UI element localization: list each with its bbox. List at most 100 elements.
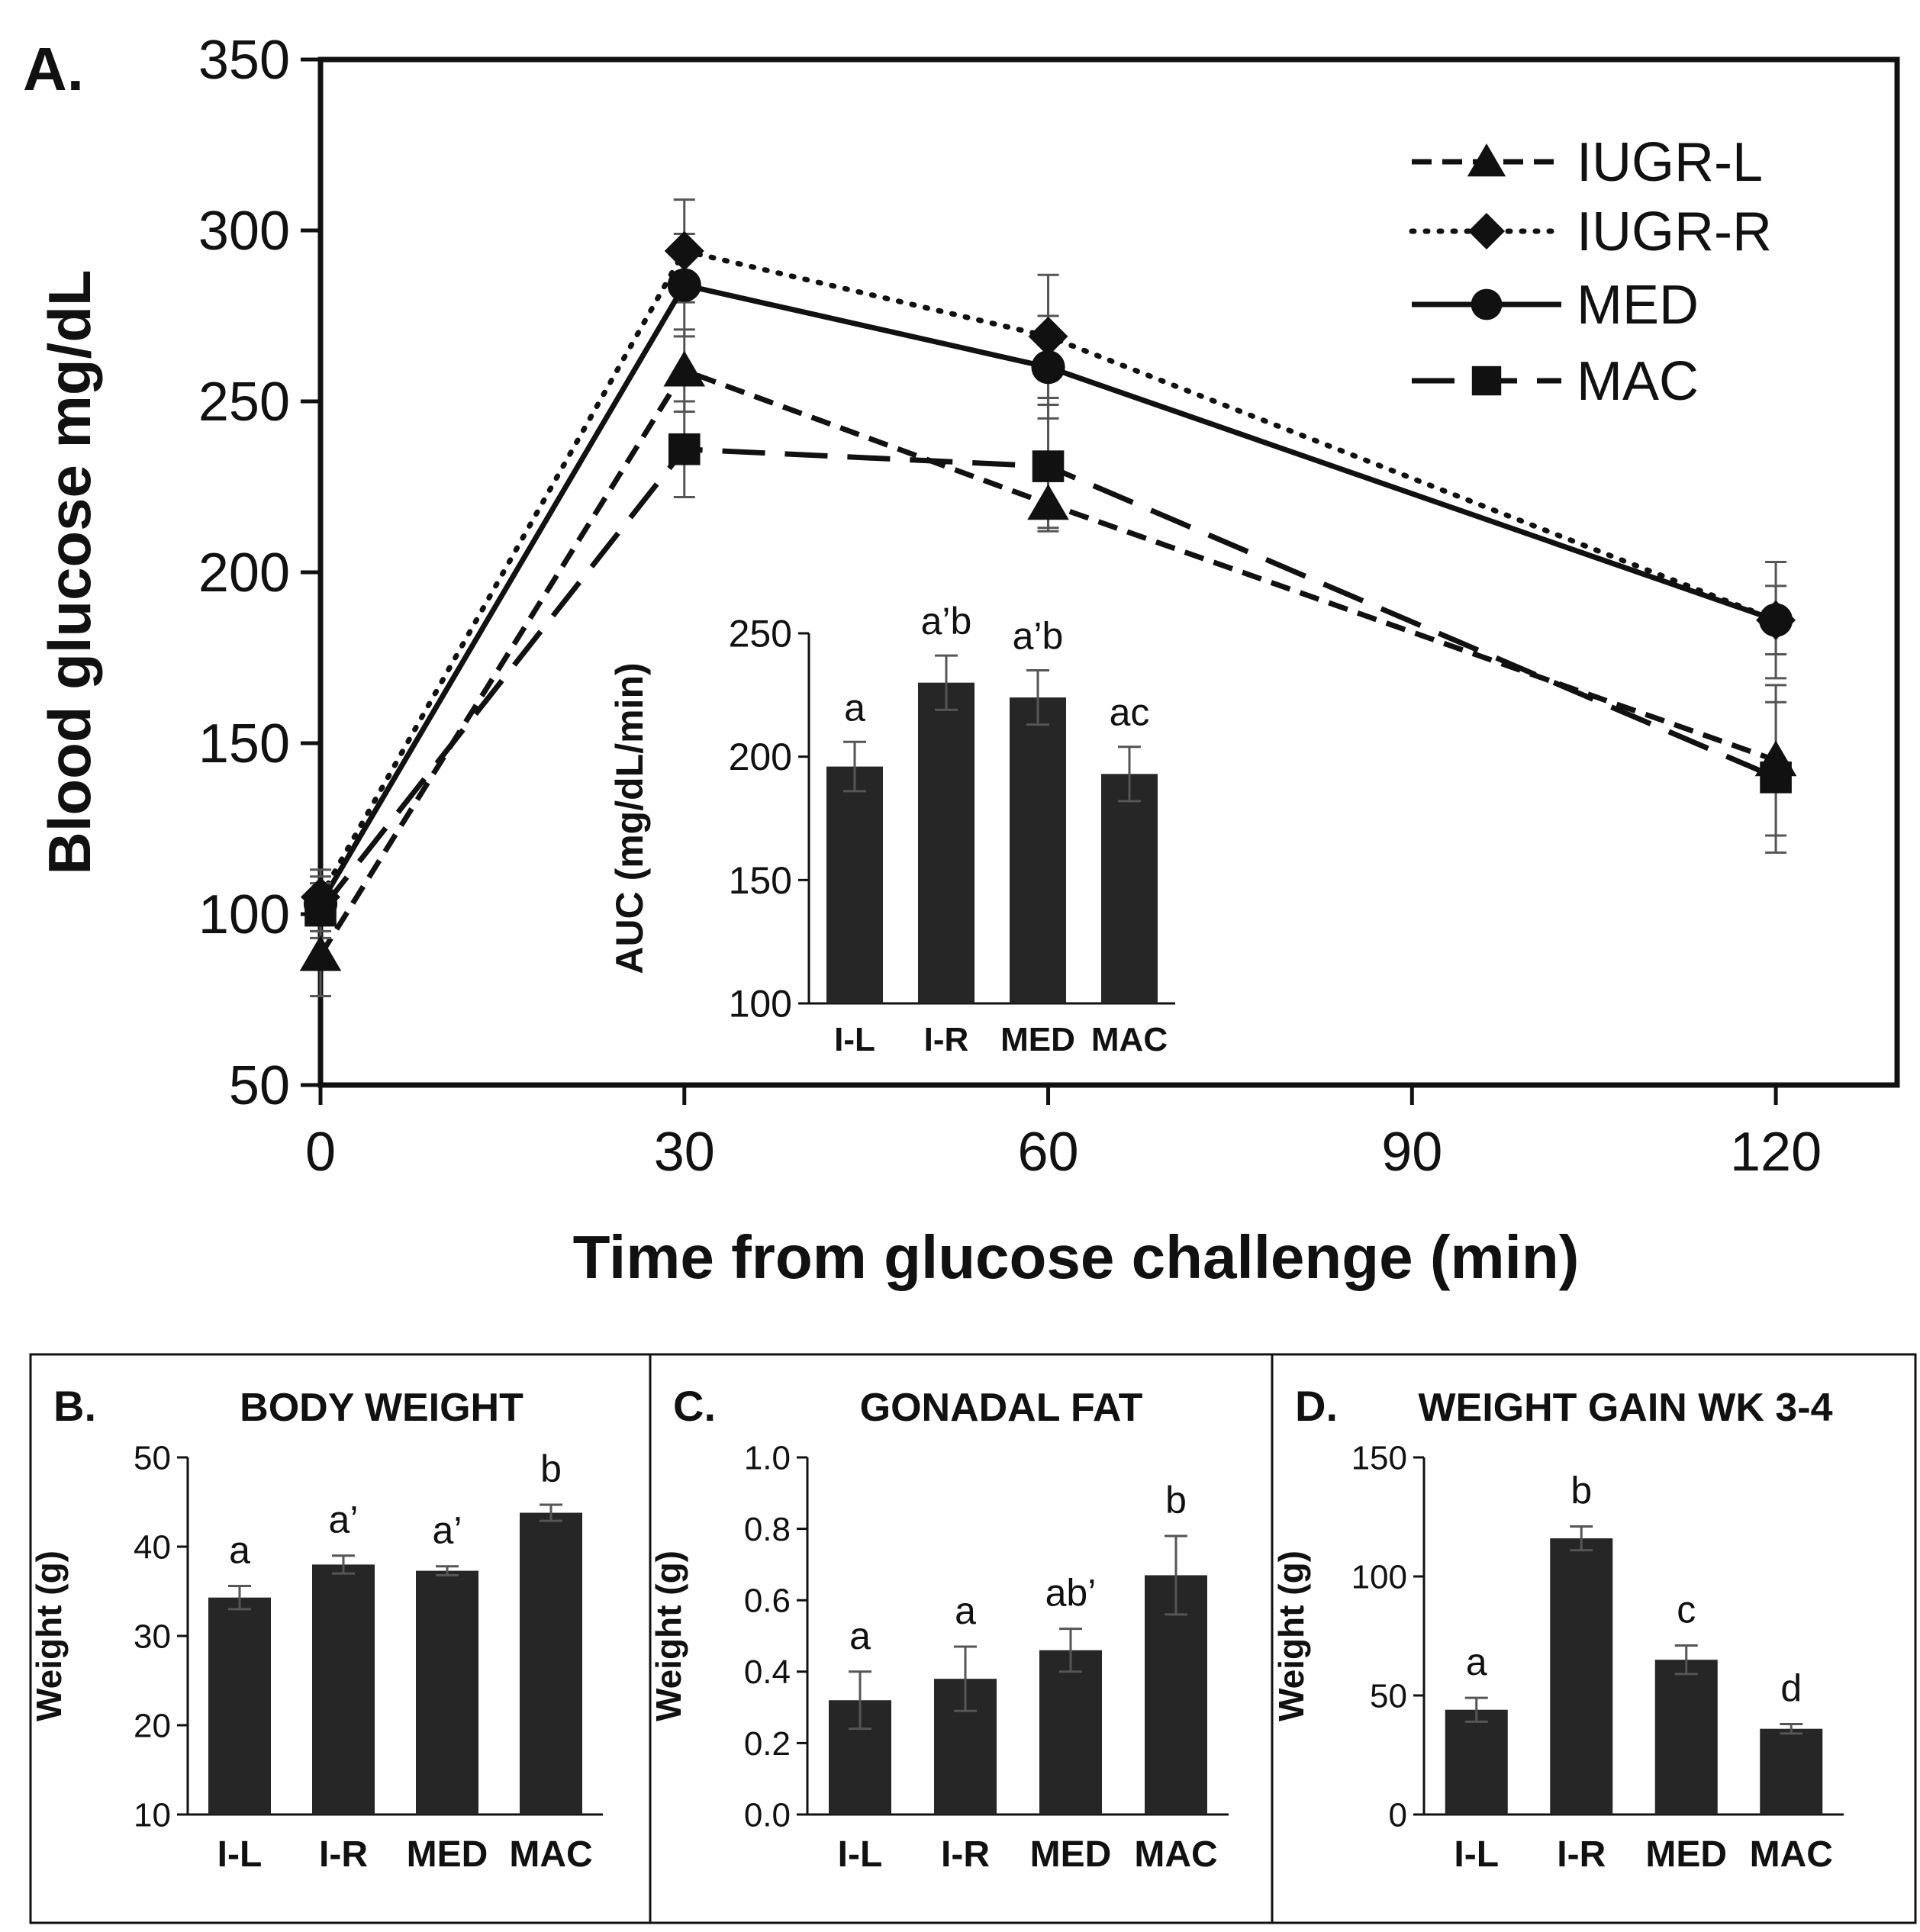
significance-letter: b	[540, 1447, 562, 1490]
bar	[1101, 774, 1158, 1003]
x-tick-label: 0	[305, 1122, 336, 1183]
series-line-iugr-r	[317, 247, 1779, 900]
y-tick-label: 250	[198, 372, 290, 433]
significance-letter: a	[844, 686, 865, 729]
series-line-iugr-l	[318, 367, 1777, 957]
y-tick-label: 0.6	[744, 1583, 791, 1620]
x-tick-label: 30	[654, 1122, 715, 1183]
significance-letter: b	[1570, 1469, 1592, 1512]
bar	[416, 1570, 478, 1814]
y-tick-label: 250	[729, 613, 792, 655]
y-tick-label: 100	[198, 884, 290, 945]
significance-letter: a’b	[1013, 615, 1064, 658]
panel-label-b: B.	[53, 1382, 96, 1430]
bar	[520, 1512, 582, 1814]
bar	[1010, 697, 1066, 1003]
data-point-iugr-r	[664, 230, 704, 271]
y-tick-label: 100	[729, 983, 792, 1026]
y-tick-label: 300	[198, 201, 290, 262]
y-tick-label: 50	[1370, 1677, 1407, 1715]
y-tick-label: 30	[134, 1618, 171, 1655]
y-tick-label: 0.2	[744, 1725, 791, 1763]
bar	[1039, 1650, 1102, 1814]
bar	[208, 1597, 271, 1814]
y-tick-label: 50	[134, 1439, 171, 1476]
panel-label-a: A.	[23, 35, 84, 103]
y-axis-label: Weight (g)	[29, 1550, 69, 1721]
panel-title: BODY WEIGHT	[240, 1386, 523, 1430]
data-point-mac	[304, 894, 337, 927]
data-point-iugr-r	[1028, 316, 1068, 356]
x-category-label: MED	[1645, 1834, 1727, 1875]
bar	[1445, 1709, 1508, 1814]
significance-letter: ab’	[1045, 1572, 1097, 1615]
x-tick-label: 60	[1017, 1122, 1078, 1183]
x-category-label: MED	[1000, 1021, 1075, 1058]
y-tick-label: 0.8	[744, 1511, 791, 1548]
x-category-label: I-L	[834, 1021, 875, 1058]
legend-label: MED	[1577, 275, 1699, 336]
y-tick-label: 150	[729, 859, 792, 902]
y-axis-label: Weight (g)	[1271, 1550, 1311, 1721]
y-tick-label: 0.0	[744, 1796, 791, 1834]
significance-letter: a’b	[921, 600, 972, 642]
significance-letter: a	[849, 1615, 871, 1657]
x-category-label: MAC	[1750, 1834, 1833, 1875]
legend-marker	[1467, 143, 1506, 177]
panel-label-c: C.	[673, 1382, 716, 1430]
bar	[918, 682, 974, 1003]
x-category-label: MED	[407, 1834, 488, 1875]
x-category-label: I-R	[941, 1834, 990, 1875]
x-category-label: I-L	[217, 1834, 263, 1875]
y-tick-label: 150	[198, 713, 290, 774]
data-point-mac	[668, 433, 701, 465]
data-point-mac	[1032, 450, 1065, 482]
significance-letter: d	[1780, 1666, 1802, 1709]
legend-marker	[1468, 213, 1505, 250]
significance-letter: a	[229, 1528, 250, 1571]
x-category-label: MAC	[509, 1834, 592, 1875]
significance-letter: b	[1165, 1479, 1187, 1521]
panel-label-d: D.	[1295, 1382, 1338, 1430]
y-axis-label: AUC (mg/dL/min)	[608, 662, 651, 974]
legend-label: MAC	[1577, 351, 1699, 412]
y-tick-label: 40	[134, 1528, 171, 1566]
x-category-label: MAC	[1134, 1834, 1217, 1875]
significance-letter: a	[1466, 1641, 1487, 1683]
data-point-mac	[1760, 762, 1792, 794]
y-tick-label: 200	[729, 736, 792, 778]
bar	[1654, 1660, 1718, 1814]
bar	[1760, 1728, 1823, 1814]
significance-letter: ac	[1110, 691, 1150, 734]
legend-marker	[1471, 288, 1503, 320]
x-category-label: I-R	[924, 1021, 969, 1058]
y-axis-label: Blood glucose mg/dL	[36, 270, 103, 875]
panel-title: GONADAL FAT	[860, 1386, 1143, 1430]
y-tick-label: 1.0	[744, 1439, 791, 1476]
y-tick-label: 20	[134, 1707, 171, 1744]
x-category-label: I-R	[319, 1834, 368, 1875]
data-point-med	[1031, 350, 1065, 385]
y-tick-label: 100	[1351, 1558, 1407, 1596]
y-tick-label: 200	[198, 543, 290, 604]
significance-letter: a’	[433, 1509, 462, 1552]
panels-frame	[29, 1353, 1917, 1924]
y-tick-label: 50	[229, 1055, 290, 1116]
legend-label: IUGR-R	[1577, 201, 1772, 262]
y-tick-label: 0.4	[744, 1653, 791, 1691]
x-category-label: MED	[1030, 1834, 1112, 1875]
x-axis-label: Time from glucose challenge (min)	[573, 1223, 1580, 1291]
y-tick-label: 0	[1389, 1796, 1407, 1834]
y-tick-label: 350	[198, 30, 290, 91]
x-category-label: MAC	[1091, 1021, 1168, 1058]
x-category-label: I-L	[838, 1834, 883, 1875]
x-category-label: I-R	[1557, 1834, 1606, 1875]
legend-label: IUGR-L	[1577, 132, 1763, 193]
significance-letter: a’	[329, 1499, 359, 1541]
significance-letter: c	[1677, 1588, 1696, 1631]
bar	[1550, 1538, 1613, 1814]
data-point-iugr-l	[299, 935, 342, 971]
data-point-med	[1758, 603, 1793, 637]
bar	[826, 766, 883, 1003]
